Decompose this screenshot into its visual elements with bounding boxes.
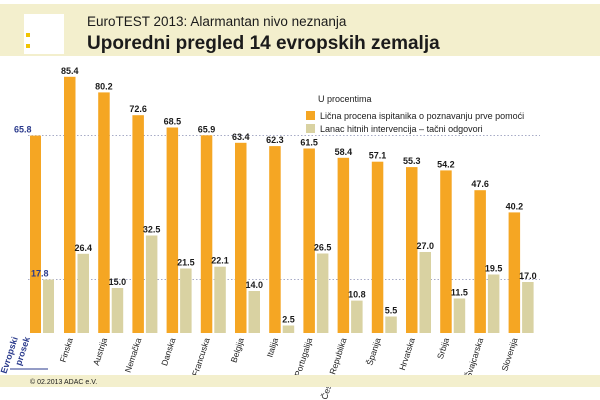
value-label-secondary: 26.5: [314, 243, 332, 253]
category-label: Finska: [58, 336, 75, 363]
bar-secondary: [419, 252, 431, 333]
value-label-secondary: 11.5: [451, 288, 468, 298]
header-band: [0, 4, 600, 56]
bar-secondary: [111, 288, 124, 333]
bar-primary: [440, 170, 452, 333]
value-label-primary: 61.5: [300, 138, 318, 148]
reference-lines: [10, 135, 540, 370]
bar-primary: [337, 157, 350, 333]
value-label-primary: 63.4: [232, 132, 250, 142]
bar-secondary: [385, 316, 397, 333]
value-label-primary: 68.5: [164, 117, 182, 127]
category-label: Slovenija: [499, 336, 519, 372]
value-label-primary: 80.2: [95, 81, 113, 91]
bar-primary: [235, 142, 247, 333]
marker-dot-icon: [26, 33, 30, 37]
category-label: Austrija: [91, 336, 109, 366]
bar-primary: [64, 76, 76, 334]
category-label: Srbija: [435, 336, 451, 360]
category-label: Hrvatska: [397, 336, 417, 371]
value-label-primary: 72.6: [129, 104, 147, 114]
value-label-primary: 40.2: [506, 201, 524, 211]
value-label-secondary: 22.1: [211, 256, 229, 266]
bar-secondary: [248, 291, 260, 333]
value-label-primary: 54.2: [437, 159, 455, 169]
bar-primary: [200, 135, 213, 333]
value-label-primary: 85.4: [61, 66, 79, 76]
value-label-primary: 57.1: [369, 151, 387, 161]
category-label: Italija: [264, 336, 280, 358]
value-label-primary: 58.4: [335, 147, 353, 157]
bar-primary: [166, 127, 179, 333]
bar-primary: [132, 115, 144, 333]
value-label-primary: 62.3: [266, 135, 284, 145]
bar-secondary: [351, 300, 363, 333]
bar-average-secondary: [43, 279, 54, 333]
category-label: Švajcarska: [463, 336, 485, 379]
chart-title: Uporedni pregled 14 evropskih zemalja: [87, 33, 440, 54]
value-label-primary: 47.6: [471, 179, 489, 189]
bar-secondary: [214, 266, 226, 333]
bar-secondary: [453, 298, 466, 333]
copyright-text: © 02.2013 ADAC e.V.: [30, 378, 97, 386]
bar-primary: [371, 161, 384, 333]
value-label-secondary: 19.5: [485, 264, 503, 274]
bar-secondary: [522, 282, 534, 333]
value-label-secondary: 15.0: [109, 277, 127, 287]
value-label-secondary: 27.0: [416, 241, 434, 251]
category-label: Danska: [159, 336, 178, 367]
bar-primary: [508, 212, 521, 333]
bar-secondary: [282, 325, 295, 333]
bar-secondary: [77, 253, 89, 333]
value-label-secondary: 32.5: [143, 225, 161, 235]
legend-label-secondary: Lanac hitnih intervencija – tačni odgovo…: [320, 124, 483, 134]
bar-average-primary: [30, 135, 41, 333]
bar-primary: [474, 190, 486, 333]
value-label-secondary: 14.0: [245, 280, 263, 290]
value-label-primary: 65.9: [198, 124, 216, 134]
value-label-secondary: 26.4: [74, 243, 92, 253]
chart-supertitle: EuroTEST 2013: Alarmantan nivo neznanja: [87, 14, 347, 29]
value-label-average-secondary: 17.8: [31, 269, 49, 279]
category-label: Belgija: [229, 336, 246, 364]
category-label: Češka Republika: [319, 336, 348, 400]
bar-secondary: [316, 253, 329, 333]
category-label: Portugalija: [292, 336, 314, 378]
category-label: Francuska: [190, 336, 212, 377]
value-label-secondary: 2.5: [282, 315, 295, 325]
bar-primary: [98, 92, 110, 334]
value-label-secondary: 10.8: [348, 290, 366, 300]
footer-band: [0, 375, 600, 387]
bar-group: [30, 76, 534, 334]
marker-dot-icon: [26, 44, 30, 48]
logo-box: [24, 14, 64, 54]
category-label: Nemačka: [123, 336, 144, 373]
legend-swatch-secondary: [306, 124, 315, 133]
value-label-primary: 55.3: [403, 156, 421, 166]
bar-primary: [269, 146, 281, 333]
legend-unit-label: U procentima: [318, 94, 372, 104]
category-label: Španija: [364, 336, 382, 366]
bar-primary: [303, 148, 315, 333]
bar-secondary: [487, 274, 500, 333]
bar-primary: [406, 167, 418, 333]
bar-secondary: [180, 268, 192, 333]
legend-label-primary: Lična procena ispitanika o poznavanju pr…: [320, 111, 524, 121]
value-label-secondary: 5.5: [385, 306, 398, 316]
bar-secondary: [145, 235, 158, 333]
legend-swatch-primary: [306, 111, 315, 120]
value-label-average-primary: 65.8: [14, 125, 32, 135]
value-label-secondary: 17.0: [519, 271, 537, 281]
value-label-secondary: 21.5: [177, 258, 195, 268]
